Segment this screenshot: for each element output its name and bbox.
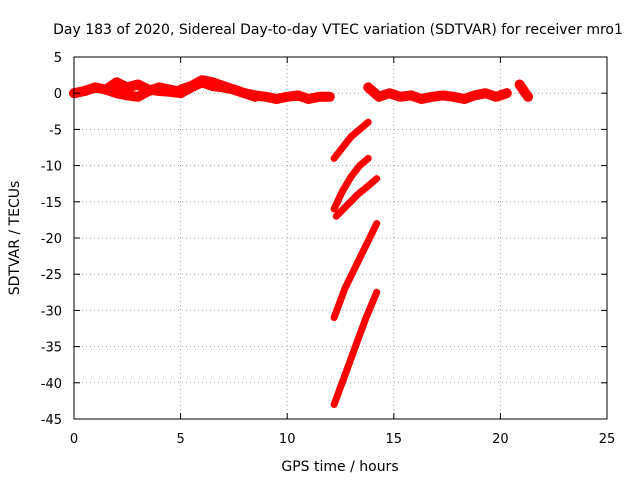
y-tick-label: -45 [41,413,62,428]
y-tick-label: -30 [41,304,62,319]
data-series-line [514,79,534,102]
data-series-marker-texture [333,291,378,406]
x-tick-label: 25 [599,432,616,447]
data-series-marker-texture [333,157,369,210]
y-tick-label: -5 [49,123,62,138]
y-tick-label: -15 [41,196,62,211]
x-tick-labels: 0 5 10 15 20 25 [70,432,615,447]
grid-lines [74,57,607,419]
y-axis-label: SDTVAR / TECUs [7,181,23,296]
data-series-line [363,82,512,104]
y-tick-label: 5 [54,51,62,66]
data-series-marker-texture [335,178,378,217]
data-series-marker-texture [367,86,508,100]
data-series-marker-texture [180,79,256,98]
data-series-marker-texture [105,86,182,98]
data-series-line [330,118,372,162]
data-series [69,75,534,408]
x-tick-label: 0 [70,432,78,447]
data-series-line [175,75,261,102]
data-series-line [332,175,381,220]
y-tick-label: -20 [41,232,62,247]
y-tick-label: -10 [41,160,62,175]
x-tick-label: 15 [386,432,403,447]
data-series-marker-texture [333,121,369,159]
data-series-line [330,288,381,408]
plot-frame [73,56,608,420]
data-series-marker-texture [333,222,378,319]
y-tick-labels: 5 0 -5 -10 -15 -20 -25 -30 -35 -40 -45 [41,51,62,428]
axis-ticks [73,56,608,420]
y-tick-label: -40 [41,377,62,392]
data-series-line [330,220,381,322]
data-series-line [330,154,372,213]
chart-title: Day 183 of 2020, Sidereal Day-to-day VTE… [53,22,623,38]
y-tick-label: -25 [41,268,62,283]
x-tick-label: 10 [279,432,296,447]
x-tick-label: 20 [492,432,509,447]
x-tick-label: 5 [176,432,184,447]
data-series-line [101,82,186,102]
y-tick-label: -35 [41,341,62,356]
y-tick-label: 0 [54,87,62,102]
x-axis-label: GPS time / hours [281,459,398,475]
data-series-marker-texture [519,83,529,98]
